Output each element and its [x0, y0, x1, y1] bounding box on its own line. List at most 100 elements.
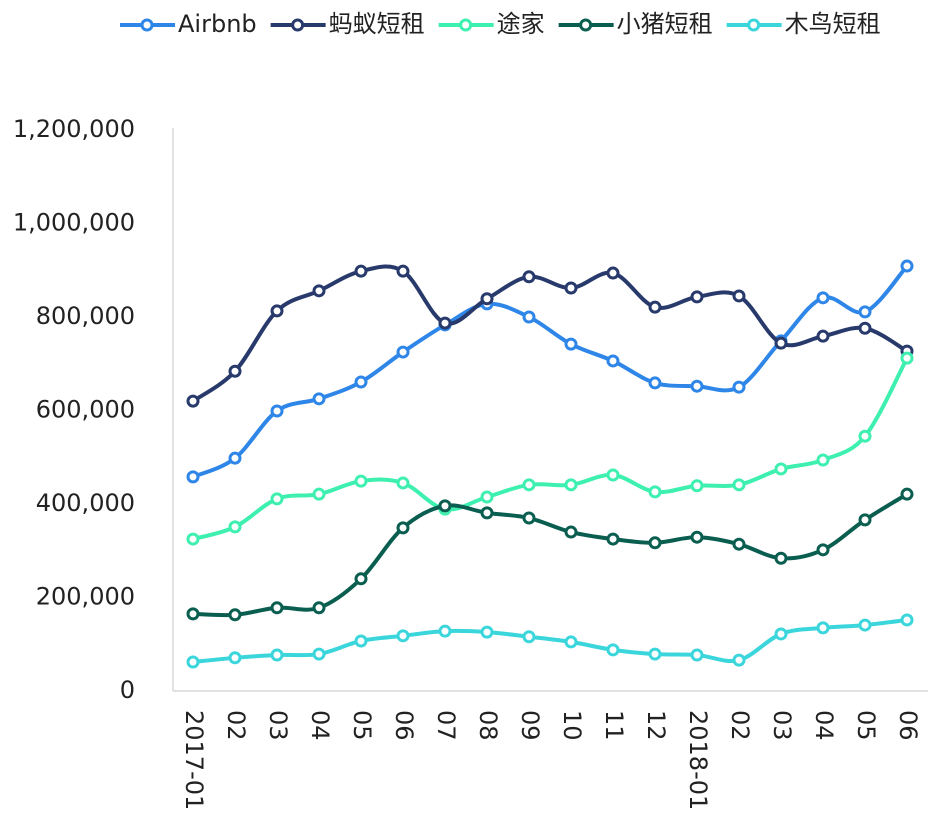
point-marker — [312, 392, 326, 406]
series-line — [192, 617, 908, 665]
point-marker — [732, 653, 746, 667]
point-marker — [480, 490, 494, 504]
point-marker — [396, 264, 410, 278]
x-tick-label: 04 — [306, 710, 334, 741]
point-marker — [480, 292, 494, 306]
point-marker — [732, 478, 746, 492]
point-marker — [774, 551, 788, 565]
point-marker — [228, 451, 242, 465]
y-tick-label: 400,000 — [36, 489, 135, 517]
point-marker — [312, 601, 326, 615]
x-tick-label: 02 — [726, 710, 754, 741]
point-marker — [648, 536, 662, 550]
point-marker — [480, 625, 494, 639]
legend-marker — [140, 18, 154, 32]
point-marker — [732, 289, 746, 303]
point-marker — [774, 462, 788, 476]
point-marker — [354, 634, 368, 648]
point-marker — [396, 345, 410, 359]
y-tick-label: 0 — [120, 676, 135, 704]
x-tick-label: 04 — [810, 710, 838, 741]
x-tick-label: 06 — [390, 710, 418, 741]
x-tick-label: 08 — [474, 710, 502, 741]
point-marker — [522, 310, 536, 324]
point-marker — [900, 613, 914, 627]
point-marker — [858, 513, 872, 527]
point-marker — [648, 485, 662, 499]
point-marker — [774, 336, 788, 350]
point-marker — [690, 290, 704, 304]
x-tick-label: 03 — [768, 710, 796, 741]
point-marker — [564, 337, 578, 351]
y-tick-label: 600,000 — [36, 396, 135, 424]
point-marker — [522, 511, 536, 525]
point-marker — [900, 487, 914, 501]
point-marker — [396, 476, 410, 490]
point-marker — [522, 270, 536, 284]
point-marker — [312, 284, 326, 298]
point-marker — [480, 506, 494, 520]
point-marker — [606, 468, 620, 482]
point-marker — [858, 429, 872, 443]
point-marker — [606, 266, 620, 280]
point-marker — [396, 521, 410, 535]
legend-label: 蚂蚁短租 — [329, 10, 425, 38]
x-tick-label: 09 — [516, 710, 544, 741]
point-marker — [564, 478, 578, 492]
point-marker — [816, 453, 830, 467]
point-marker — [522, 478, 536, 492]
legend-label: 小猪短租 — [617, 10, 713, 38]
point-marker — [270, 304, 284, 318]
point-marker — [606, 643, 620, 657]
legend-marker — [747, 18, 761, 32]
point-marker — [648, 647, 662, 661]
legend-label: 途家 — [497, 10, 545, 38]
series-line — [192, 492, 909, 618]
point-marker — [186, 470, 200, 484]
series-line — [191, 264, 909, 403]
x-tick-label: 11 — [600, 710, 628, 741]
y-tick-label: 1,000,000 — [13, 209, 135, 237]
series-line — [192, 264, 909, 479]
point-marker — [186, 655, 200, 669]
x-tick-label: 05 — [348, 710, 376, 741]
legend-label: 木鸟短租 — [785, 10, 881, 38]
point-marker — [690, 479, 704, 493]
x-tick-label: 2018-01 — [684, 710, 712, 810]
x-tick-label: 10 — [558, 710, 586, 741]
point-marker — [186, 394, 200, 408]
legend-label: Airbnb — [178, 10, 257, 38]
point-marker — [606, 354, 620, 368]
point-marker — [690, 379, 704, 393]
x-tick-label: 03 — [264, 710, 292, 741]
point-marker — [732, 380, 746, 394]
y-tick-label: 200,000 — [36, 583, 135, 611]
point-marker — [186, 607, 200, 621]
y-tick-label: 1,200,000 — [13, 115, 135, 143]
point-marker — [564, 525, 578, 539]
point-marker — [774, 627, 788, 641]
point-marker — [858, 618, 872, 632]
point-marker — [858, 305, 872, 319]
legend-marker — [459, 18, 473, 32]
point-marker — [732, 537, 746, 551]
point-marker — [816, 543, 830, 557]
point-marker — [816, 621, 830, 635]
x-tick-label: 2017-01 — [180, 710, 208, 810]
y-tick-label: 800,000 — [36, 302, 135, 330]
x-tick-label: 12 — [642, 710, 670, 741]
point-marker — [270, 648, 284, 662]
x-tick-label: 05 — [852, 710, 880, 741]
point-marker — [228, 651, 242, 665]
x-tick-label: 06 — [894, 710, 922, 741]
x-tick-label: 02 — [222, 710, 250, 741]
point-marker — [690, 648, 704, 662]
point-marker — [438, 624, 452, 638]
point-marker — [186, 532, 200, 546]
point-marker — [354, 375, 368, 389]
point-marker — [438, 499, 452, 513]
point-marker — [228, 520, 242, 534]
point-marker — [354, 264, 368, 278]
point-marker — [522, 630, 536, 644]
